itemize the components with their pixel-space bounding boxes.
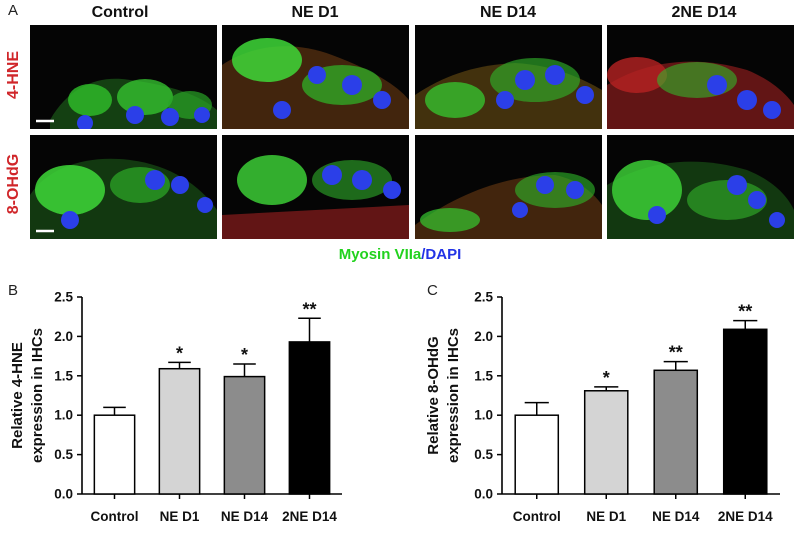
x-category-label: 2NE D14 xyxy=(718,509,773,524)
x-category-label: NE D1 xyxy=(160,509,200,524)
y-axis-label-line2: expression in IHCs xyxy=(445,328,462,463)
bar xyxy=(653,369,699,495)
chart-4hne-svg: 0.0 0.5 1.0 1.5 2.0 2.5 Relative 4-HNE expressi… xyxy=(9,290,342,524)
y-tick-label: 0.5 xyxy=(54,447,73,462)
bar xyxy=(158,367,201,495)
stain-legend-dapi: DAPI xyxy=(425,246,462,263)
row-label-8ohdg: 8-OHdG xyxy=(5,153,22,215)
y-axis-label-line1: Relative 8-OHdG xyxy=(425,336,442,454)
significance-mark: * xyxy=(603,368,610,388)
column-header-2ne-d14: 2NE D14 xyxy=(671,4,737,21)
significance-mark: ** xyxy=(302,299,316,319)
chart-8ohdg-svg: 0.0 0.5 1.0 1.5 2.0 2.5 Relative 8-OHdG express… xyxy=(425,290,780,524)
bar xyxy=(93,414,136,495)
micrograph-4hne-2ne-d14 xyxy=(607,25,794,129)
bar xyxy=(583,390,629,495)
x-category-label: NE D1 xyxy=(586,509,626,524)
x-category-label: Control xyxy=(513,509,561,524)
significance-mark: ** xyxy=(669,343,683,363)
x-category-label: NE D14 xyxy=(221,509,269,524)
micrograph-8ohdg-ne-d14 xyxy=(415,135,602,239)
column-header-control: Control xyxy=(91,4,149,21)
chart-4hne: 0.0 0.5 1.0 1.5 2.0 2.5 Relative 4-HNE expressi… xyxy=(0,280,400,528)
x-category-label: 2NE D14 xyxy=(282,509,337,524)
stain-legend-slash: / xyxy=(421,246,426,263)
bar xyxy=(223,375,266,495)
y-tick-label: 2.0 xyxy=(474,329,493,344)
bar xyxy=(722,328,768,495)
y-tick-label: 2.5 xyxy=(474,290,493,305)
column-header-ne-d14: NE D14 xyxy=(479,4,537,21)
y-tick-label: 1.0 xyxy=(474,408,493,423)
x-category-label: Control xyxy=(91,509,139,524)
panel-label-c: C xyxy=(427,282,438,299)
y-tick-label: 0.0 xyxy=(54,487,73,502)
micrograph-4hne-control xyxy=(30,25,217,129)
micrograph-4hne-ne-d1 xyxy=(222,25,409,129)
significance-mark: * xyxy=(241,345,248,365)
micrograph-8ohdg-2ne-d14 xyxy=(607,135,794,239)
chart-8ohdg: 0.0 0.5 1.0 1.5 2.0 2.5 Relative 8-OHdG express… xyxy=(420,280,800,528)
y-tick-label: 1.0 xyxy=(54,408,73,423)
bar xyxy=(288,341,331,495)
micrograph-8ohdg-control xyxy=(30,135,217,239)
y-axis-label-line1: Relative 4-HNE xyxy=(9,342,26,449)
panel-label-a: A xyxy=(8,2,19,19)
bar xyxy=(514,414,560,495)
x-category-label: NE D14 xyxy=(652,509,700,524)
significance-mark: ** xyxy=(738,302,752,322)
y-tick-label: 0.0 xyxy=(474,487,493,502)
stain-legend-myosin: Myosin VIIa xyxy=(338,246,422,263)
y-tick-label: 2.0 xyxy=(54,329,73,344)
micrograph-4hne-ne-d14 xyxy=(415,25,602,129)
micrograph-8ohdg-ne-d1 xyxy=(222,135,409,239)
stain-legend: Myosin VIIa/DAPI xyxy=(0,246,800,263)
y-tick-label: 1.5 xyxy=(54,368,73,383)
y-tick-label: 0.5 xyxy=(474,447,493,462)
significance-mark: * xyxy=(176,343,183,363)
y-tick-label: 1.5 xyxy=(474,368,493,383)
panel-label-b: B xyxy=(8,282,19,299)
column-header-ne-d1: NE D1 xyxy=(291,4,339,21)
y-axis-label-line2: expression in IHCs xyxy=(29,328,46,463)
row-label-4hne: 4-HNE xyxy=(5,51,22,100)
y-tick-label: 2.5 xyxy=(54,290,73,305)
